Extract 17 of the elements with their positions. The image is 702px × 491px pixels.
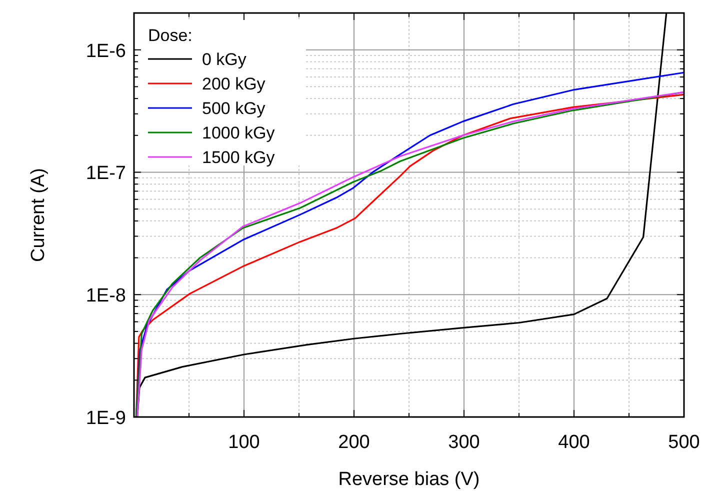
y-tick-label: 1E-6 [86,40,126,62]
x-tick-label: 100 [228,432,260,453]
legend-label: 500 kGy [202,99,266,118]
y-axis-title: Current (A) [28,168,49,262]
y-tick-label: 1E-9 [86,408,126,429]
legend-label: 0 kGy [202,50,247,69]
legend-label: 1000 kGy [202,124,276,142]
legend-title: Dose: [148,26,192,45]
x-tick-label: 400 [558,432,590,453]
legend-label: 200 kGy [202,74,266,94]
x-tick-label: 200 [338,432,370,453]
x-tick-label: 500 [668,432,700,453]
y-tick-label: 1E-8 [86,286,126,307]
x-tick-label: 300 [448,432,480,453]
legend-label: 1500 kGy [202,148,276,167]
y-tick-label: 1E-7 [86,163,126,184]
x-axis-title: Reverse bias (V) [338,469,480,490]
